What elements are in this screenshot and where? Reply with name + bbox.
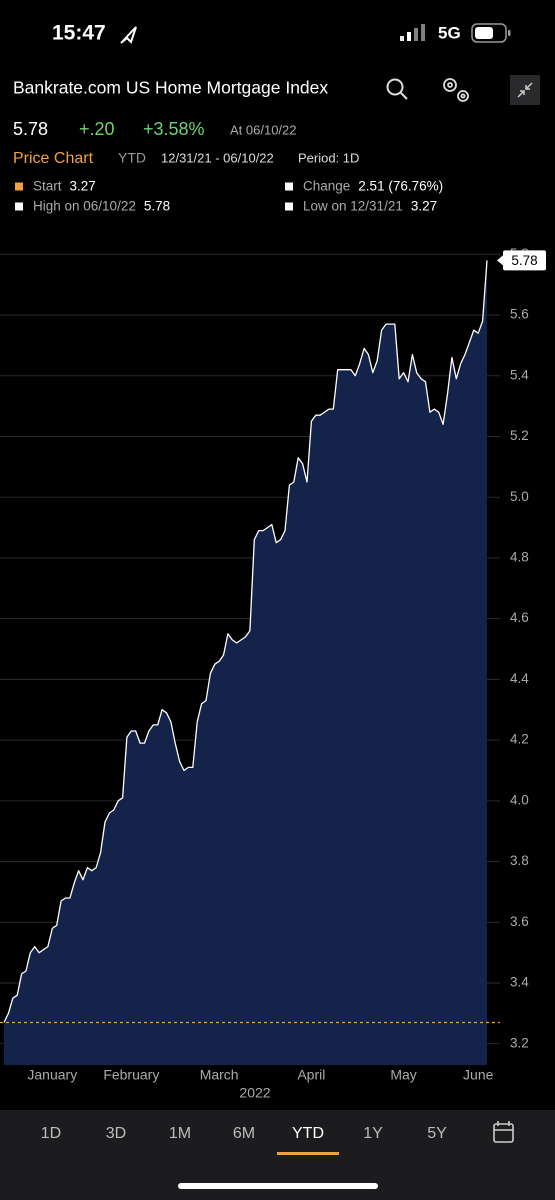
last-value-label: 5.78 — [511, 253, 537, 268]
battery-icon — [471, 23, 511, 43]
search-button[interactable] — [386, 78, 408, 100]
legend-swatch — [285, 182, 293, 191]
price-change: +.20 — [79, 119, 115, 139]
period-label: Period: 1D — [298, 150, 359, 165]
last-value-pointer — [497, 255, 503, 266]
home-indicator — [178, 1183, 378, 1189]
y-tick-label: 4.8 — [510, 549, 529, 564]
range-tab[interactable]: 5Y — [427, 1125, 447, 1142]
x-tick-label: March — [200, 1067, 239, 1083]
stat-value: 2.51 (76.76%) — [358, 179, 443, 194]
settings-button[interactable] — [443, 78, 469, 102]
x-tick-label: February — [103, 1067, 159, 1083]
network-label: 5G — [438, 23, 461, 42]
as-of-date: At 06/10/22 — [230, 122, 297, 137]
range-label: YTD — [118, 150, 146, 166]
collapse-button[interactable] — [510, 75, 540, 105]
y-tick-label: 5.0 — [510, 489, 529, 504]
y-tick-label: 3.2 — [510, 1035, 529, 1050]
stat-label: Start — [33, 179, 62, 194]
price-change-pct: +3.58% — [143, 119, 205, 139]
area-fill — [4, 260, 487, 1065]
stat-label: Low on 12/31/21 — [303, 199, 403, 214]
stat-value: 3.27 — [70, 179, 96, 194]
location-icon — [120, 26, 137, 44]
chart-title: Price Chart — [13, 150, 94, 167]
range-tab[interactable]: 1D — [41, 1125, 61, 1142]
range-tab[interactable]: 3D — [106, 1125, 126, 1142]
y-tick-label: 4.4 — [510, 671, 529, 686]
signal-icon — [400, 24, 425, 41]
legend-swatch — [285, 202, 293, 211]
x-tick-label: May — [390, 1067, 416, 1083]
range-tab[interactable]: 6M — [233, 1125, 255, 1142]
stat-label: Change — [303, 179, 350, 194]
y-tick-label: 3.6 — [510, 914, 529, 929]
x-tick-label: June — [463, 1067, 494, 1083]
y-tick-label: 3.4 — [510, 975, 529, 990]
calendar-button[interactable] — [493, 1121, 514, 1143]
y-tick-label: 4.6 — [510, 610, 529, 625]
range-tab[interactable]: 1Y — [363, 1125, 383, 1142]
last-price: 5.78 — [13, 119, 48, 139]
page-title: Bankrate.com US Home Mortgage Index — [13, 78, 328, 98]
legend-swatch — [15, 202, 23, 211]
y-tick-label: 5.6 — [510, 307, 529, 322]
last-value-box — [503, 250, 546, 271]
y-tick-label: 4.0 — [510, 792, 529, 807]
x-tick-label: January — [27, 1067, 77, 1083]
status-time: 15:47 — [52, 22, 106, 45]
y-tick-label: 5.2 — [510, 428, 529, 443]
active-tab-indicator — [277, 1152, 339, 1155]
x-axis-label: 2022 — [239, 1085, 270, 1101]
price-line — [3, 260, 488, 1023]
y-tick-label: 3.8 — [510, 853, 529, 868]
stat-value: 5.78 — [144, 199, 170, 214]
range-tab[interactable]: YTD — [292, 1125, 324, 1142]
date-range: 12/31/21 - 06/10/22 — [161, 150, 274, 165]
range-tab[interactable]: 1M — [169, 1125, 191, 1142]
y-tick-label: 5.4 — [510, 367, 529, 382]
stat-label: High on 06/10/22 — [33, 199, 136, 214]
stat-value: 3.27 — [411, 199, 437, 214]
x-tick-label: April — [297, 1067, 325, 1083]
legend-swatch — [15, 182, 23, 191]
y-tick-label: 4.2 — [510, 732, 529, 747]
